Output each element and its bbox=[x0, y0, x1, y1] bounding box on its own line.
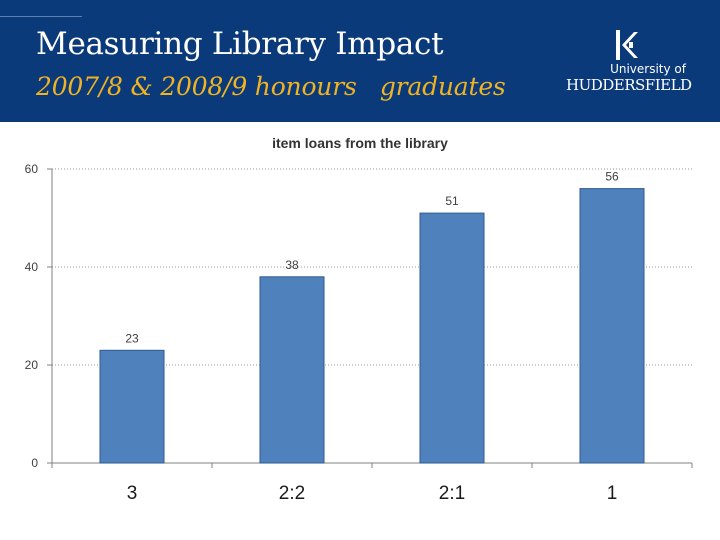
header-banner: Measuring Library Impact 2007/8 & 2008/9… bbox=[0, 0, 720, 122]
data-label: 23 bbox=[125, 331, 139, 345]
data-label: 38 bbox=[285, 258, 299, 272]
university-logo: University of HUDDERSFIELD bbox=[566, 28, 692, 100]
slide-subtitle: 2007/8 & 2008/9 honours graduates bbox=[36, 72, 506, 101]
y-tick-label: 60 bbox=[25, 162, 39, 176]
x-category-label: 2:1 bbox=[439, 483, 465, 504]
data-label: 51 bbox=[445, 194, 459, 208]
slide-title: Measuring Library Impact bbox=[36, 26, 444, 62]
bar-1 bbox=[579, 188, 645, 464]
y-tick-label: 20 bbox=[25, 358, 39, 372]
labels: 0 20 40 60 23 3 38 2:2 51 2:1 56 1 bbox=[25, 162, 619, 504]
x-category-label: 3 bbox=[127, 483, 138, 504]
y-tick-label: 40 bbox=[25, 260, 39, 274]
x-category-label: 2:2 bbox=[279, 483, 305, 504]
logo-text-university-of: University of bbox=[610, 62, 686, 76]
bars bbox=[99, 188, 645, 464]
banner-rule bbox=[0, 16, 82, 17]
university-crest-icon bbox=[616, 30, 638, 60]
logo-text-huddersfield: HUDDERSFIELD bbox=[566, 76, 692, 94]
x-category-label: 1 bbox=[607, 483, 618, 504]
data-label: 56 bbox=[605, 170, 619, 184]
bar-2:1 bbox=[419, 212, 485, 464]
y-tick-label: 0 bbox=[31, 456, 38, 470]
chart-title: item loans from the library bbox=[272, 135, 448, 151]
bar-chart: item loans from the library 0 20 40 60 23 3 38… bbox=[25, 135, 693, 504]
bar-3 bbox=[99, 349, 165, 464]
bar-2:2 bbox=[259, 276, 325, 464]
